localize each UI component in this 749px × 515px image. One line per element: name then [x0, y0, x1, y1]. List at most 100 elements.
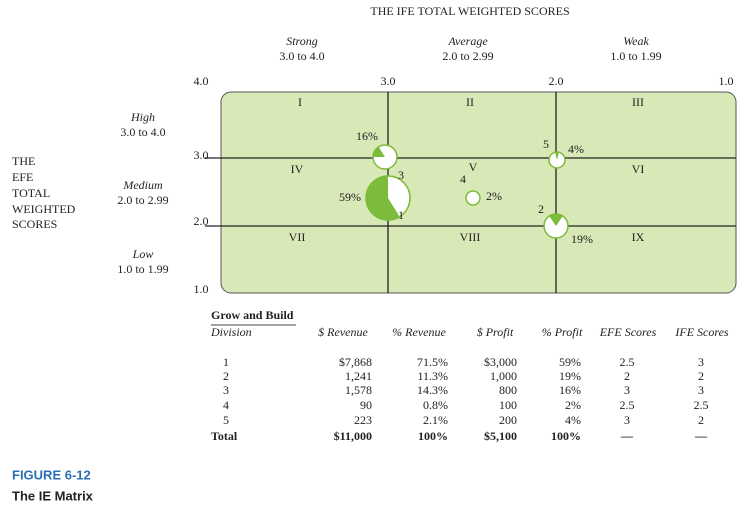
cell-label: I — [298, 95, 302, 109]
column-header: Division — [210, 325, 252, 339]
bubble-division: 4 — [460, 172, 466, 186]
row-label: High — [130, 110, 155, 124]
figure-caption: The IE Matrix — [12, 488, 94, 503]
table-cell: 19% — [559, 369, 581, 383]
table-cell: 2 — [698, 413, 704, 427]
side-scale: 2.0 — [194, 214, 209, 228]
cell-label: IV — [291, 162, 304, 176]
table-cell: 1 — [223, 355, 229, 369]
side-label: TOTAL — [12, 186, 50, 200]
top-scale: 1.0 — [719, 74, 734, 88]
table-cell: 0.8% — [423, 398, 448, 412]
bubble-division: 1 — [398, 208, 404, 222]
table-cell: 1,000 — [490, 369, 517, 383]
table-cell: 90 — [360, 398, 372, 412]
table-cell: 1,578 — [345, 383, 372, 397]
column-range: 3.0 to 4.0 — [279, 49, 324, 63]
table-cell: 2.1% — [423, 413, 448, 427]
cell-label: VI — [632, 162, 645, 176]
side-scale: 3.0 — [194, 148, 209, 162]
table-cell: 223 — [354, 413, 372, 427]
bubble-slice — [366, 176, 400, 220]
column-range: 2.0 to 2.99 — [442, 49, 493, 63]
bubble-division: 2 — [538, 202, 544, 216]
figure-number: FIGURE 6-12 — [12, 467, 91, 482]
column-header: IFE Scores — [674, 325, 729, 339]
table-cell: 3 — [698, 355, 704, 369]
bubble-percent: 59% — [339, 190, 361, 204]
total-cell: — — [620, 429, 634, 443]
side-scale: 1.0 — [194, 282, 209, 296]
column-range: 1.0 to 1.99 — [610, 49, 661, 63]
cell-label: V — [469, 160, 478, 174]
top-scale: 4.0 — [194, 74, 209, 88]
column-header: $ Profit — [477, 325, 514, 339]
top-scale: 3.0 — [381, 74, 396, 88]
side-label: THE — [12, 154, 35, 168]
table-cell: 2% — [565, 398, 581, 412]
total-cell: Total — [211, 429, 238, 443]
table-cell: 3 — [698, 383, 704, 397]
table-cell: $7,868 — [339, 355, 372, 369]
bubble-percent: 4% — [568, 142, 584, 156]
title: THE IFE TOTAL WEIGHTED SCORES — [370, 4, 569, 18]
table-cell: 1,241 — [345, 369, 372, 383]
side-label: WEIGHTED — [12, 202, 76, 216]
column-header: $ Revenue — [318, 325, 368, 339]
table-cell: 3 — [624, 413, 630, 427]
table-cell: 2 — [223, 369, 229, 383]
table-heading: Grow and Build — [211, 308, 294, 322]
bubble-percent: 2% — [486, 189, 502, 203]
table-cell: 2 — [698, 369, 704, 383]
bubble-slice — [549, 214, 563, 226]
bubble-percent: 16% — [356, 129, 378, 143]
row-range: 2.0 to 2.99 — [117, 193, 168, 207]
table-cell: 3 — [624, 383, 630, 397]
row-range: 3.0 to 4.0 — [120, 125, 165, 139]
table-cell: 71.5% — [417, 355, 448, 369]
table-cell: 2.5 — [694, 398, 709, 412]
table-cell: 59% — [559, 355, 581, 369]
bubble-division: 3 — [398, 168, 404, 182]
table-cell: 11.3% — [417, 369, 448, 383]
table-cell: 14.3% — [417, 383, 448, 397]
total-cell: 100% — [551, 429, 581, 443]
side-label: SCORES — [12, 217, 57, 231]
table: Division $ Revenue % Revenue $ Profit % Prof… — [210, 325, 729, 443]
table-cell: 800 — [499, 383, 517, 397]
column-header: % Profit — [542, 325, 583, 339]
table-cell: 3 — [223, 383, 229, 397]
column-label: Weak — [623, 34, 649, 48]
row-label: Low — [132, 247, 154, 261]
total-cell: 100% — [418, 429, 448, 443]
matrix-area — [220, 91, 737, 294]
column-label: Strong — [286, 34, 318, 48]
table-cell: 5 — [223, 413, 229, 427]
total-cell: $5,100 — [484, 429, 517, 443]
bubble-division: 5 — [543, 137, 549, 151]
bubble-slice — [555, 151, 559, 160]
table-cell: 4 — [223, 398, 229, 412]
bubble-slice — [372, 146, 385, 157]
table-cell: 2.5 — [620, 355, 635, 369]
cell-label: III — [632, 95, 644, 109]
side-label: EFE — [12, 170, 33, 184]
column-header: % Revenue — [392, 325, 446, 339]
table-cell: 200 — [499, 413, 517, 427]
cell-label: II — [466, 95, 474, 109]
bubble-percent: 19% — [571, 232, 593, 246]
row-label: Medium — [122, 178, 163, 192]
cell-label: VIII — [460, 230, 481, 244]
row-range: 1.0 to 1.99 — [117, 262, 168, 276]
bubble — [465, 190, 481, 206]
column-header: EFE Scores — [599, 325, 657, 339]
table-cell: 100 — [499, 398, 517, 412]
table-cell: $3,000 — [484, 355, 517, 369]
table-cell: 4% — [565, 413, 581, 427]
cell-label: VII — [289, 230, 306, 244]
column-label: Average — [447, 34, 488, 48]
table-cell: 2 — [624, 369, 630, 383]
table-cell: 2.5 — [620, 398, 635, 412]
top-scale: 2.0 — [549, 74, 564, 88]
